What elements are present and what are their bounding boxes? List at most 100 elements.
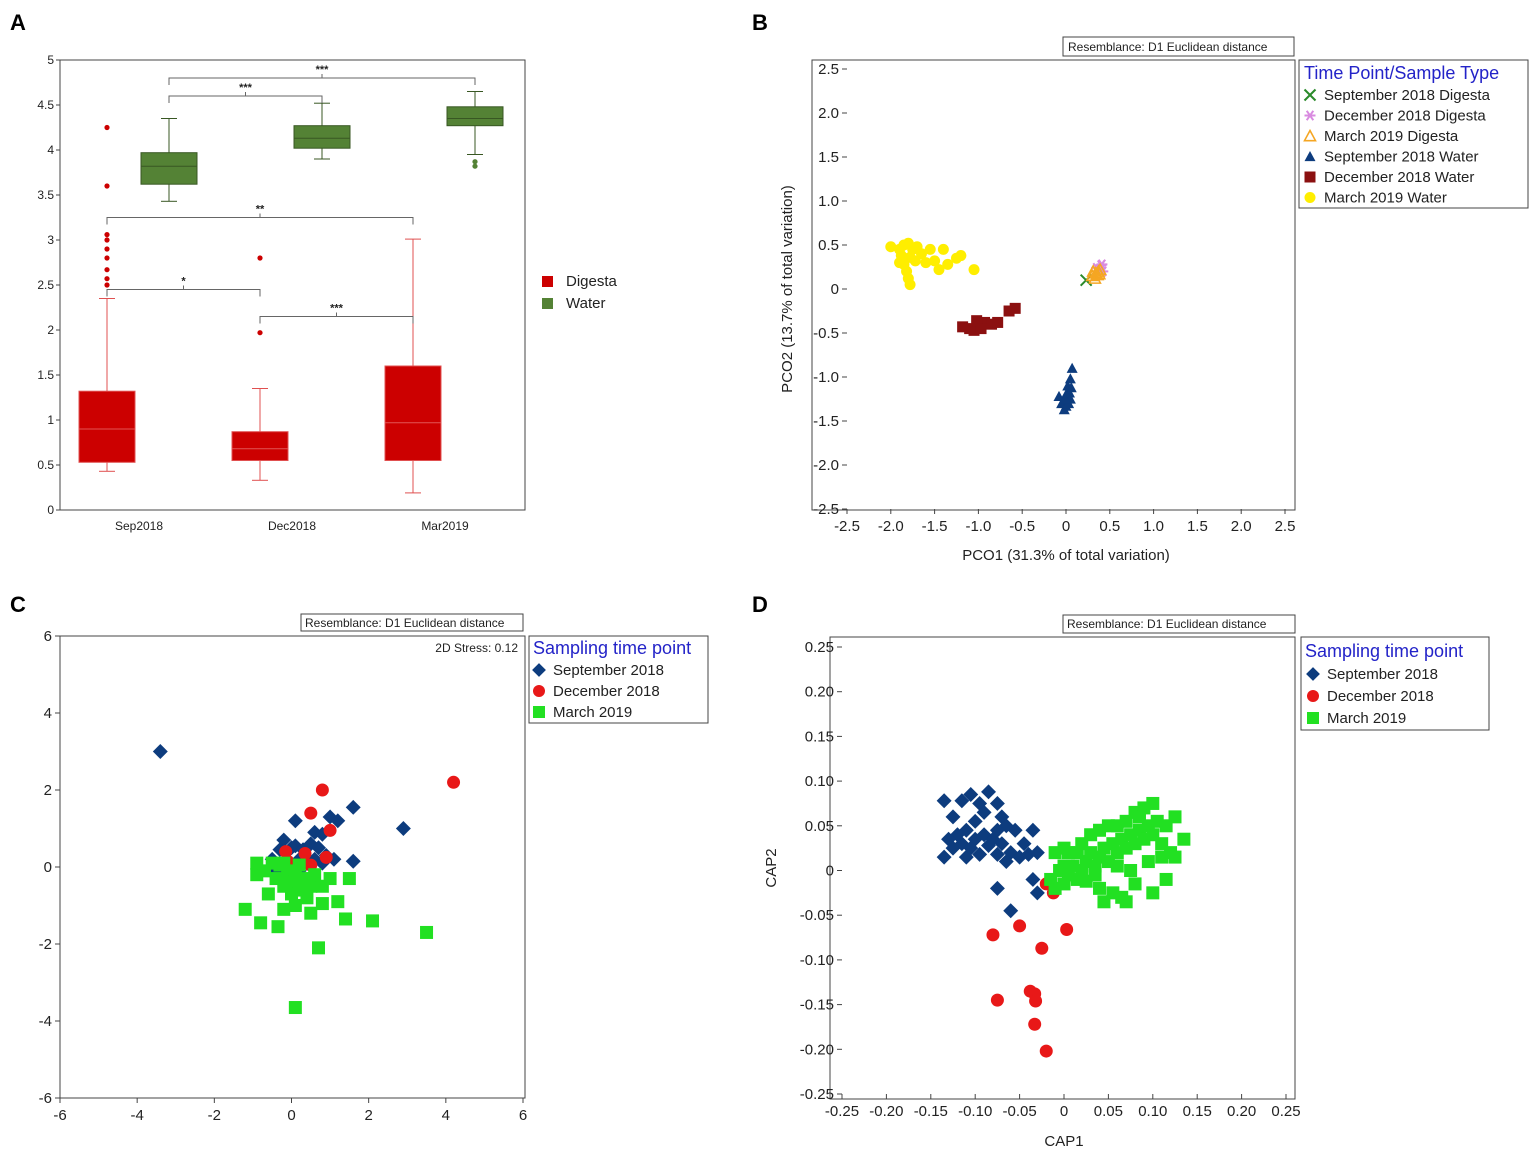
p2-point-december-2018 [319, 850, 333, 864]
p2-point-september-2018 [307, 851, 323, 867]
p3-point-march-2019 [1070, 846, 1084, 860]
p3-point-september-2018 [1025, 822, 1041, 838]
p3-point-september-2018 [998, 818, 1014, 834]
a-digesta-sep2018-outlier [104, 232, 110, 238]
panel-b-resemblance: Resemblance: D1 Euclidean distance [1068, 40, 1268, 54]
p1-point-september-2018-water [1064, 373, 1076, 384]
p2-point-march-2019 [271, 920, 285, 934]
p1-legend-marker-march-2019-water [1304, 192, 1316, 203]
a-legend-label-digesta: Digesta [566, 273, 618, 290]
p1-point-march-2019-water [904, 279, 916, 291]
a-sig-bracket [259, 316, 414, 324]
p3-ytick-label: 0.15 [805, 728, 834, 745]
p3-xtick-label: 0.10 [1138, 1103, 1167, 1120]
p2-point-december-2018 [279, 845, 293, 859]
p1-legend-marker-september-2018-digesta-stroke-b [1303, 88, 1317, 102]
p3-point-september-2018 [989, 795, 1005, 811]
p3-point-september-2018 [958, 849, 974, 865]
panel-b-legend-box [1298, 59, 1529, 209]
p1-point-march-2019-water [933, 264, 945, 276]
p2-point-march-2019 [315, 897, 329, 911]
p1-point-september-2018-water [1058, 404, 1070, 415]
a-digesta-dec2018-box [231, 431, 289, 462]
p3-point-march-2019 [1079, 874, 1093, 888]
p1-legend-label-december-2018-digesta: December 2018 Digesta [1324, 108, 1486, 125]
p2-point-march-2019 [238, 902, 252, 916]
p2-point-march-2019 [342, 872, 356, 886]
p2-xtick-label: 2 [364, 1107, 372, 1124]
p1-point-december-2018-water [1009, 302, 1021, 314]
a-digesta-sep2018-outlier [104, 267, 110, 273]
p1-point-december-2018-water [992, 316, 1004, 328]
p3-point-march-2019 [1146, 886, 1160, 900]
panel-b-legend-title: Time Point/Sample Type [1304, 63, 1499, 83]
p2-point-september-2018 [276, 832, 292, 848]
p2-legend-marker-march-2019 [533, 706, 545, 718]
p1-point-september-2018-water [1066, 362, 1078, 373]
a-ytick-label: 1.5 [37, 368, 54, 382]
p2-legend-label-december-2018: December 2018 [553, 683, 660, 700]
p3-point-september-2018 [1003, 903, 1019, 919]
p2-xtick-label: 0 [287, 1107, 295, 1124]
p2-xtick-label: 4 [442, 1107, 450, 1124]
p2-point-march-2019 [366, 914, 380, 928]
a-legend-label-water: Water [566, 295, 605, 312]
a-digesta-dec2018-outlier [257, 255, 263, 261]
a-ytick-label: 3 [47, 233, 54, 247]
a-digesta-sep2018-outlier [104, 282, 110, 288]
p3-xtick-label: -0.05 [1002, 1103, 1036, 1120]
p3-point-march-2019 [1155, 850, 1169, 864]
p3-point-september-2018 [954, 836, 970, 852]
p1-ytick-label: -1.5 [813, 413, 839, 430]
p1-xtick-label: -1.5 [922, 518, 948, 535]
a-legend-swatch-digesta [542, 276, 553, 287]
p2-legend-marker-december-2018 [533, 685, 545, 697]
panel-label-a: A [10, 10, 26, 35]
a-ytick-label: 4 [47, 143, 54, 157]
p3-ytick-label: 0.10 [805, 773, 834, 790]
p2-point-september-2018 [287, 813, 303, 829]
p3-point-september-2018 [945, 840, 961, 856]
a-ytick-label: 3.5 [37, 188, 54, 202]
p3-point-september-2018 [972, 846, 988, 862]
a-ytick-label: 2.5 [37, 278, 54, 292]
p1-point-march-2019-digesta [1093, 262, 1108, 276]
p2-ytick-label: -4 [39, 1013, 52, 1030]
panel-d-legend-box [1300, 636, 1490, 731]
p2-point-march-2019 [323, 872, 337, 886]
p3-point-september-2018 [1021, 846, 1036, 862]
p1-ytick-label: 1.0 [818, 193, 839, 210]
p1-legend-marker-december-2018-water [1304, 171, 1316, 183]
panel-label-c: C [10, 592, 26, 617]
p3-point-march-2019 [1141, 855, 1155, 869]
panel-b-xlabel: PCO1 (31.3% of total variation) [962, 547, 1170, 564]
p1-ytick-label: -2.5 [813, 501, 839, 518]
panel-d-resemblance: Resemblance: D1 Euclidean distance [1067, 617, 1267, 631]
a-sig-bracket [106, 217, 414, 225]
p3-point-march-2019 [1124, 864, 1138, 877]
p3-xtick-label: -0.10 [958, 1103, 992, 1120]
p2-point-september-2018 [314, 826, 330, 842]
p2-point-september-2018 [314, 855, 330, 871]
p2-point-march-2019 [300, 891, 314, 905]
p3-xtick-label: 0 [1060, 1103, 1068, 1120]
p1-legend-marker-december-2018-digesta [1304, 110, 1316, 121]
p1-legend-label-september-2018-water: September 2018 Water [1324, 149, 1479, 166]
p3-point-september-2018 [998, 854, 1014, 870]
panel-c-ticks: -6 -4 -2 0 2 4 6 -6 -4 -2 0 2 4 6 [39, 628, 528, 1124]
p2-point-september-2018 [326, 851, 342, 867]
a-digesta-sep2018-outlier [104, 255, 110, 261]
panel-d-legend-title: Sampling time point [1305, 641, 1463, 661]
a-ytick-label: 0.5 [37, 458, 54, 472]
p3-point-march-2019 [1177, 832, 1191, 846]
panel-d-legend: September 2018 December 2018 March 2019 [1306, 666, 1438, 727]
p3-ytick-label: 0 [826, 863, 834, 880]
p2-point-march-2019 [304, 906, 318, 920]
p2-xtick-label: -4 [130, 1107, 143, 1124]
p1-point-march-2019-water [920, 257, 932, 269]
p3-xtick-label: 0.20 [1227, 1103, 1256, 1120]
p3-point-september-2018 [989, 822, 1005, 838]
a-xtick-dec2018: Dec2018 [268, 519, 316, 533]
p2-point-december-2018 [315, 783, 329, 797]
a-digesta-dec2018-outlier [257, 330, 263, 336]
